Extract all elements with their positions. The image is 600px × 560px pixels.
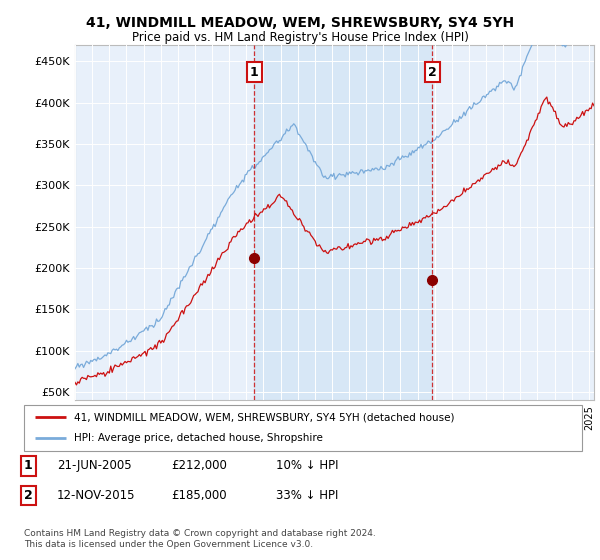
Text: Contains HM Land Registry data © Crown copyright and database right 2024.
This d: Contains HM Land Registry data © Crown c…: [24, 529, 376, 549]
Text: 2: 2: [428, 66, 437, 78]
Text: £212,000: £212,000: [171, 459, 227, 473]
Text: £185,000: £185,000: [171, 489, 227, 502]
Text: HPI: Average price, detached house, Shropshire: HPI: Average price, detached house, Shro…: [74, 433, 323, 444]
Bar: [254, 45, 433, 400]
Text: 1: 1: [250, 66, 259, 78]
FancyBboxPatch shape: [24, 405, 582, 451]
Text: 2: 2: [24, 489, 33, 502]
Text: 12-NOV-2015: 12-NOV-2015: [57, 489, 136, 502]
Text: 41, WINDMILL MEADOW, WEM, SHREWSBURY, SY4 5YH: 41, WINDMILL MEADOW, WEM, SHREWSBURY, SY…: [86, 16, 514, 30]
Text: 21-JUN-2005: 21-JUN-2005: [57, 459, 131, 473]
Text: 41, WINDMILL MEADOW, WEM, SHREWSBURY, SY4 5YH (detached house): 41, WINDMILL MEADOW, WEM, SHREWSBURY, SY…: [74, 412, 455, 422]
Text: 1: 1: [24, 459, 33, 473]
Text: 33% ↓ HPI: 33% ↓ HPI: [276, 489, 338, 502]
Text: Price paid vs. HM Land Registry's House Price Index (HPI): Price paid vs. HM Land Registry's House …: [131, 31, 469, 44]
Text: 10% ↓ HPI: 10% ↓ HPI: [276, 459, 338, 473]
